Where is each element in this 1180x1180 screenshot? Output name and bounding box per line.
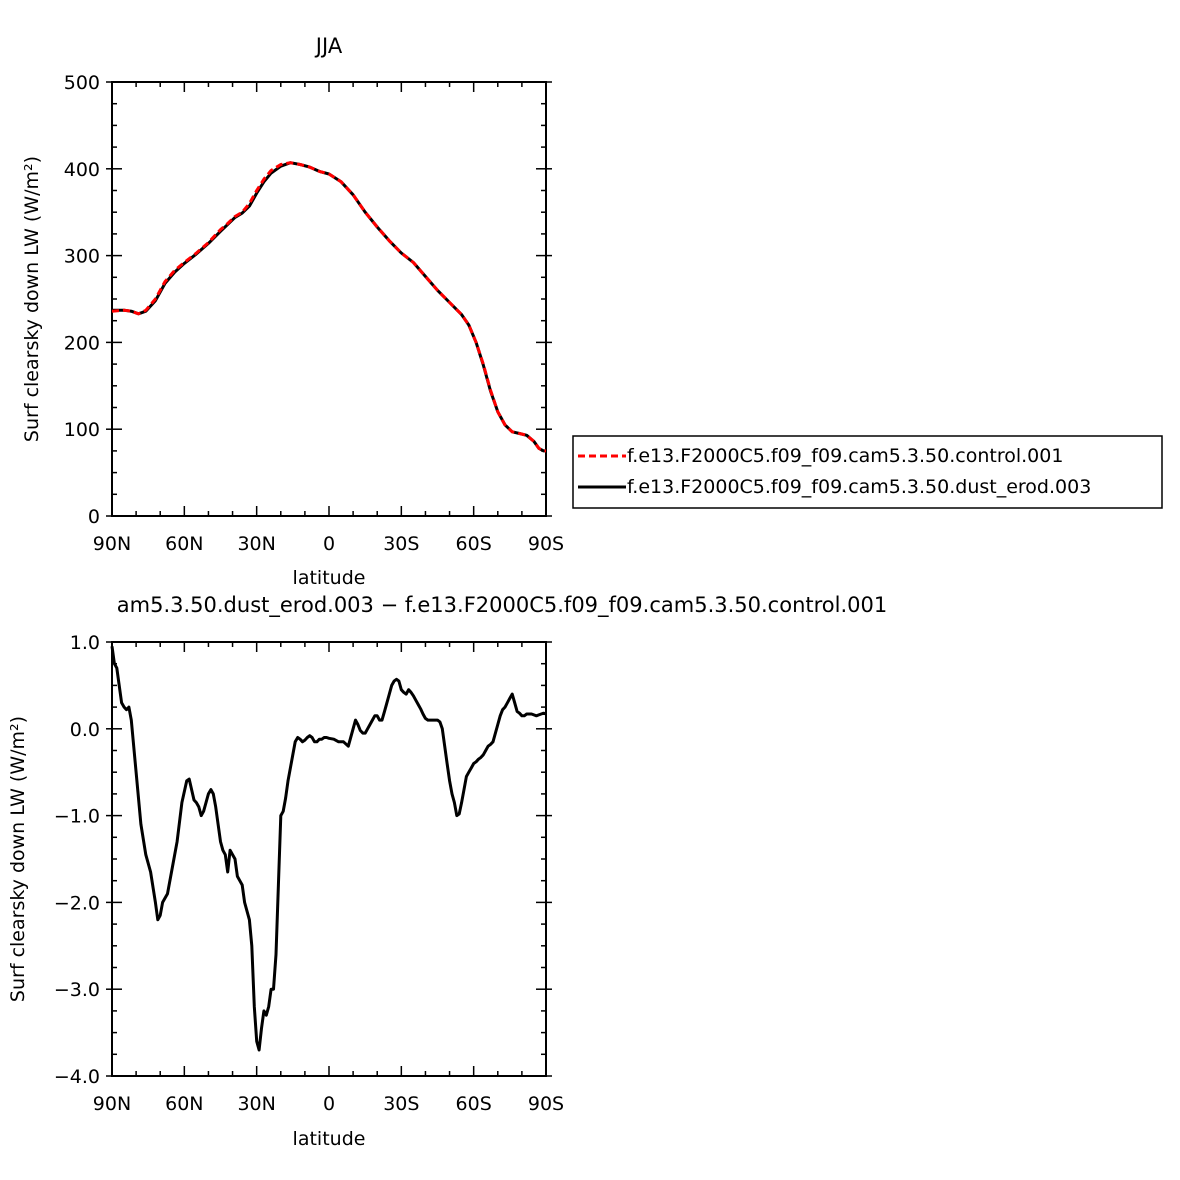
- x-tick-label: 0: [323, 533, 335, 555]
- y-tick-label: 200: [64, 332, 100, 354]
- x-tick-label: 90S: [528, 1093, 564, 1115]
- y-tick-label: 0: [88, 506, 100, 528]
- y-tick-label: 300: [64, 246, 100, 268]
- x-tick-label: 30N: [237, 1093, 275, 1115]
- x-tick-label: 30N: [237, 533, 275, 555]
- legend-box: [572, 435, 1163, 509]
- plot-title: JJA: [314, 34, 343, 58]
- y-tick-label: 100: [64, 419, 100, 441]
- x-tick-label: 30S: [383, 1093, 419, 1115]
- x-tick-label: 60S: [456, 1093, 492, 1115]
- y-tick-label: 400: [64, 159, 100, 181]
- x-axis-label: latitude: [293, 1128, 366, 1150]
- x-tick-label: 60N: [165, 1093, 203, 1115]
- x-tick-label: 90N: [93, 1093, 131, 1115]
- y-axis: −4.0 −3.0 −2.0 −1.0 0.0 1.0: [54, 632, 552, 1088]
- y-tick-label: −1.0: [54, 806, 100, 828]
- plot-frame: [111, 641, 547, 1077]
- plot-jja: JJA 90N 60N 30N 0 30S 60S 90S 0 100 200 300 400 500…: [21, 34, 564, 589]
- x-axis: 90N 60N 30N 0 30S 60S 90S: [93, 642, 564, 1115]
- x-tick-label: 90N: [93, 533, 131, 555]
- plot-frame: [111, 81, 547, 517]
- series-line: [111, 161, 546, 453]
- series-line: [112, 161, 546, 453]
- x-tick-label: 60N: [165, 533, 203, 555]
- y-tick-label: 500: [64, 72, 100, 94]
- y-axis-label: Surf clearsky down LW (W/m²): [21, 156, 43, 442]
- x-axis: 90N 60N 30N 0 30S 60S 90S: [93, 82, 564, 555]
- x-tick-label: 30S: [383, 533, 419, 555]
- series-line: [110, 646, 547, 1052]
- y-tick-label: 0.0: [70, 719, 100, 741]
- y-tick-label: −4.0: [54, 1066, 100, 1088]
- x-tick-label: 0: [323, 1093, 335, 1115]
- y-axis-label: Surf clearsky down LW (W/m²): [7, 716, 29, 1002]
- x-tick-label: 60S: [456, 533, 492, 555]
- x-axis-label: latitude: [293, 567, 366, 589]
- legend-label-control: f.e13.F2000C5.f09_f09.cam5.3.50.control.…: [627, 445, 1063, 467]
- legend-label-dust-erod: f.e13.F2000C5.f09_f09.cam5.3.50.dust_ero…: [627, 476, 1091, 498]
- series-layer: [110, 646, 547, 1052]
- y-tick-label: −3.0: [54, 979, 100, 1001]
- series-layer: [111, 161, 546, 453]
- plot-title: am5.3.50.dust_erod.003 − f.e13.F2000C5.f…: [117, 593, 887, 618]
- x-tick-label: 90S: [528, 533, 564, 555]
- plot-difference: am5.3.50.dust_erod.003 − f.e13.F2000C5.f…: [7, 593, 887, 1150]
- y-tick-label: 1.0: [70, 632, 100, 654]
- y-tick-label: −2.0: [54, 892, 100, 914]
- legend: f.e13.F2000C5.f09_f09.cam5.3.50.control.…: [572, 435, 1163, 509]
- y-axis: 0 100 200 300 400 500: [64, 72, 552, 528]
